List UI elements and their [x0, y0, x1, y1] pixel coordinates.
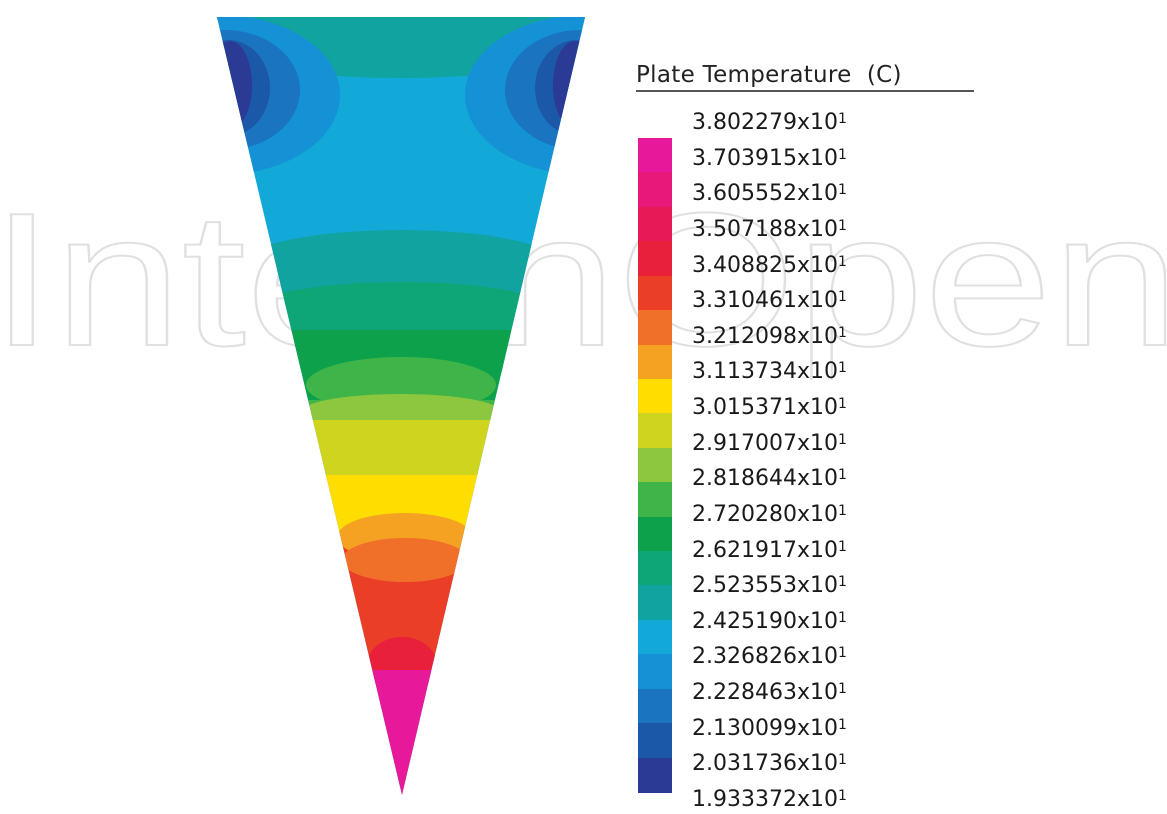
colorbar-swatch: [638, 413, 672, 449]
tick-mantissa: 2.917007x10: [692, 430, 838, 456]
tick-mantissa: 3.507188x10: [692, 216, 838, 242]
tick-exponent: 1: [838, 146, 847, 163]
colorbar-tick-label: 2.917007x101: [692, 430, 847, 457]
colorbar-tick-label: 2.130099x101: [692, 715, 847, 742]
contour-bands: [217, 17, 585, 795]
tick-mantissa: 3.605552x10: [692, 181, 838, 207]
colorbar-tick-label: 3.113734x101: [692, 359, 847, 385]
tick-mantissa: 2.523553x10: [692, 573, 838, 599]
colorbar-tick-label: 2.228463x101: [692, 680, 847, 706]
tick-exponent: 1: [838, 431, 847, 448]
tick-mantissa: 2.031736x10: [692, 751, 838, 777]
tick-exponent: 1: [838, 182, 847, 199]
colorbar-tick-label: 2.031736x101: [692, 751, 847, 777]
watermark: IntechOpen: [0, 180, 1167, 380]
colorbar-tick-label: 1.933372x101: [692, 787, 847, 813]
colorbar-swatch: [638, 447, 672, 484]
colorbar-tick-label: 2.621917x101: [692, 537, 847, 564]
tick-exponent: 1: [838, 502, 847, 519]
watermark-text: IntechOpen: [0, 180, 1167, 380]
colorbar: [638, 138, 672, 793]
colorbar-swatch: [638, 585, 672, 621]
tick-mantissa: 3.015371x10: [692, 395, 838, 421]
colorbar-swatch: [638, 688, 672, 725]
tick-exponent: 1: [838, 538, 847, 555]
tick-exponent: 1: [838, 681, 847, 698]
tick-mantissa: 2.425190x10: [692, 608, 838, 634]
colorbar-swatch: [638, 551, 672, 587]
colorbar-tick-label: 3.408825x101: [692, 252, 847, 279]
tick-mantissa: 2.720280x10: [692, 501, 838, 527]
tick-exponent: 1: [838, 467, 847, 484]
colorbar-swatch: [638, 482, 672, 518]
colorbar-tick-label: 3.015371x101: [692, 395, 847, 421]
tick-mantissa: 3.408825x10: [692, 252, 838, 278]
tick-mantissa: 2.818644x10: [692, 466, 838, 492]
colorbar-swatch: [638, 654, 672, 690]
tick-exponent: 1: [838, 752, 847, 769]
tick-exponent: 1: [838, 788, 847, 804]
colorbar-swatch: [638, 206, 672, 243]
tick-exponent: 1: [838, 289, 847, 306]
colorbar-swatch: [638, 138, 672, 174]
colorbar-swatch: [638, 378, 672, 415]
colorbar-tick-label: 2.720280x101: [692, 501, 847, 528]
colorbar-tick-label: 3.802279x101: [692, 110, 847, 136]
colorbar-swatch: [638, 516, 672, 553]
colorbar-swatch: [638, 757, 672, 793]
tick-mantissa: 3.310461x10: [692, 288, 838, 314]
colorbar-swatch: [638, 172, 672, 208]
colorbar-tick-label: 2.425190x101: [692, 608, 847, 635]
tick-exponent: 1: [838, 716, 847, 733]
tick-exponent: 1: [838, 324, 847, 341]
temperature-contour-plot: [217, 17, 585, 795]
tick-mantissa: 1.933372x10: [692, 787, 838, 812]
colorbar-swatch: [638, 310, 672, 346]
tick-exponent: 1: [838, 253, 847, 270]
colorbar-swatch: [638, 723, 672, 759]
tick-mantissa: 2.130099x10: [692, 715, 838, 741]
tick-mantissa: 3.113734x10: [692, 359, 838, 385]
colorbar-swatch: [638, 344, 672, 380]
tick-mantissa: 3.802279x10: [692, 110, 838, 135]
tick-mantissa: 3.703915x10: [692, 145, 838, 171]
colorbar-tick-label: 2.326826x101: [692, 644, 847, 670]
tick-exponent: 1: [838, 360, 847, 377]
colorbar-tick-label: 3.212098x101: [692, 323, 847, 350]
tick-exponent: 1: [838, 396, 847, 413]
tick-exponent: 1: [838, 111, 847, 127]
colorbar-tick-label: 3.605552x101: [692, 181, 847, 207]
tick-mantissa: 3.212098x10: [692, 323, 838, 349]
colorbar-tick-label: 3.310461x101: [692, 288, 847, 314]
tick-exponent: 1: [838, 217, 847, 234]
tick-exponent: 1: [838, 574, 847, 591]
legend-title: Plate Temperature (C): [636, 62, 974, 92]
tick-exponent: 1: [838, 609, 847, 626]
colorbar-tick-label: 3.507188x101: [692, 216, 847, 243]
colorbar-swatch: [638, 619, 672, 656]
tick-mantissa: 2.228463x10: [692, 680, 838, 706]
tick-exponent: 1: [838, 645, 847, 662]
colorbar-tick-label: 2.523553x101: [692, 573, 847, 599]
tick-mantissa: 2.621917x10: [692, 537, 838, 563]
colorbar-swatch: [638, 275, 672, 312]
tick-mantissa: 2.326826x10: [692, 644, 838, 670]
colorbar-tick-label: 2.818644x101: [692, 466, 847, 492]
colorbar-tick-label: 3.703915x101: [692, 145, 847, 172]
colorbar-swatch: [638, 241, 672, 277]
